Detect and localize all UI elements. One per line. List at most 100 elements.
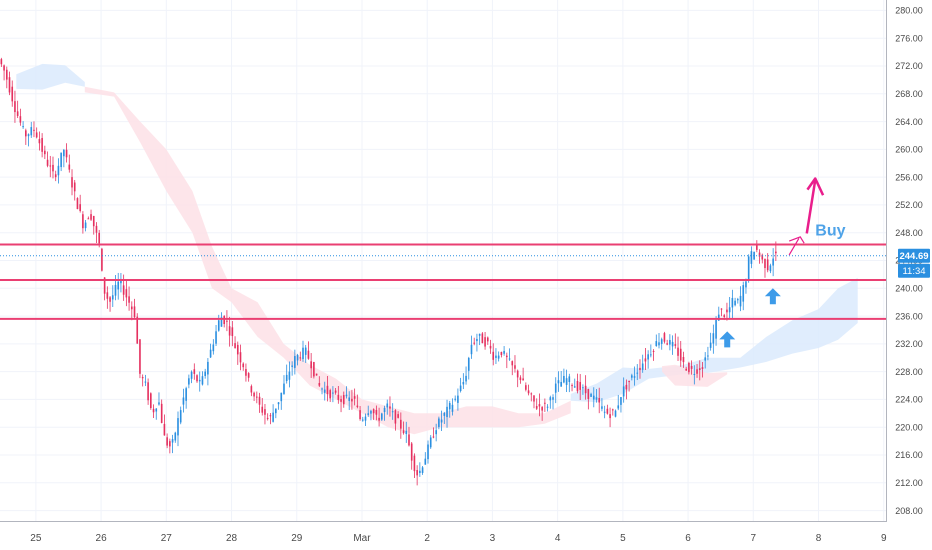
x-tick-label: 7 bbox=[751, 533, 757, 544]
candle-body bbox=[52, 164, 54, 172]
candle-body bbox=[484, 337, 486, 347]
candle-body bbox=[679, 348, 682, 361]
candle-body bbox=[530, 393, 533, 395]
candle-body bbox=[652, 350, 655, 352]
annotation-arrows[interactable] bbox=[719, 177, 825, 348]
candle-body bbox=[758, 252, 761, 257]
candle-body bbox=[280, 392, 283, 402]
y-tick-label: 248.00 bbox=[895, 228, 923, 238]
candle-body bbox=[402, 430, 405, 434]
candle-body bbox=[22, 126, 24, 128]
candle-body bbox=[326, 385, 329, 395]
candle-body bbox=[625, 384, 628, 390]
candle-body bbox=[125, 289, 128, 298]
candle-body bbox=[90, 214, 92, 220]
candle-body bbox=[41, 137, 43, 152]
candle-body bbox=[712, 333, 715, 344]
candle-body bbox=[497, 355, 500, 359]
candle-body bbox=[400, 419, 402, 429]
candle-body bbox=[169, 441, 171, 447]
candle-body bbox=[563, 375, 565, 383]
candle-body bbox=[435, 430, 437, 435]
candle-body bbox=[709, 342, 712, 348]
candle-body bbox=[519, 377, 522, 381]
candle-body bbox=[277, 402, 280, 405]
candle-body bbox=[342, 395, 345, 405]
candle-body bbox=[111, 295, 114, 300]
candle-body bbox=[391, 411, 394, 413]
candle-body bbox=[239, 352, 242, 363]
candle-body bbox=[5, 69, 8, 80]
candle-body bbox=[742, 285, 745, 302]
candle-body bbox=[764, 258, 766, 269]
candle-body bbox=[557, 380, 560, 384]
candle-body bbox=[698, 368, 701, 371]
candle-body bbox=[535, 406, 538, 409]
candle-body bbox=[307, 350, 310, 359]
candle-body bbox=[383, 407, 386, 412]
candle-body bbox=[313, 362, 315, 377]
candle-body bbox=[33, 129, 35, 131]
candle-body bbox=[690, 365, 693, 369]
y-tick-label: 240.00 bbox=[895, 283, 923, 293]
candle-body bbox=[454, 398, 457, 400]
candle-body bbox=[419, 470, 421, 474]
candle-body bbox=[715, 320, 717, 339]
candle-body bbox=[253, 392, 255, 397]
candle-body bbox=[315, 373, 318, 376]
support-up-arrow bbox=[719, 331, 736, 348]
last-price-badge bbox=[898, 248, 930, 263]
candle-body bbox=[443, 412, 446, 416]
candle-body bbox=[226, 320, 228, 322]
candle-body bbox=[201, 376, 204, 385]
candle-body bbox=[291, 365, 293, 367]
candle-body bbox=[554, 383, 557, 393]
candle-body bbox=[367, 413, 370, 415]
candle-body bbox=[538, 404, 541, 407]
candle-body bbox=[655, 341, 658, 347]
candle-body bbox=[204, 371, 206, 376]
candle-body bbox=[753, 251, 755, 260]
buy-annotation-label[interactable]: Buy bbox=[815, 223, 845, 240]
candle-body bbox=[370, 410, 372, 414]
candle-body bbox=[87, 218, 90, 220]
candle-body bbox=[486, 337, 489, 342]
candle-body bbox=[272, 412, 274, 422]
candle-body bbox=[294, 356, 296, 368]
y-tick-label: 236.00 bbox=[895, 311, 923, 321]
candle-body bbox=[413, 455, 416, 472]
candle-body bbox=[478, 333, 481, 336]
candle-body bbox=[671, 341, 674, 347]
candle-body bbox=[631, 375, 633, 378]
candle-body bbox=[79, 204, 81, 211]
candle-body bbox=[98, 232, 101, 244]
candle-body bbox=[565, 378, 568, 385]
candle-body bbox=[353, 396, 356, 399]
y-tick-label: 252.00 bbox=[895, 200, 923, 210]
candle-body bbox=[451, 404, 454, 412]
candle-body bbox=[60, 152, 62, 168]
candle-body bbox=[736, 299, 739, 301]
x-tick-label: 8 bbox=[816, 533, 822, 544]
candle-body bbox=[506, 355, 508, 358]
candle-body bbox=[495, 355, 497, 358]
candle-body bbox=[427, 444, 429, 460]
candle-body bbox=[462, 382, 465, 385]
candle-body bbox=[492, 351, 495, 360]
candle-body bbox=[525, 385, 527, 390]
candle-body bbox=[332, 392, 334, 394]
candle-body bbox=[101, 248, 103, 271]
candle-body bbox=[310, 361, 312, 369]
candle-body bbox=[688, 362, 690, 373]
candle-body bbox=[440, 419, 443, 423]
candle-body bbox=[503, 350, 505, 354]
horizontal-levels[interactable] bbox=[0, 243, 887, 320]
countdown-badge bbox=[898, 263, 930, 278]
time-scale-bg[interactable] bbox=[0, 521, 932, 550]
candle-body bbox=[734, 300, 736, 306]
candle-body bbox=[674, 344, 677, 346]
price-badges: 244.69 11:34 bbox=[898, 248, 930, 278]
candle-body bbox=[155, 408, 158, 412]
candle-body bbox=[601, 406, 603, 409]
